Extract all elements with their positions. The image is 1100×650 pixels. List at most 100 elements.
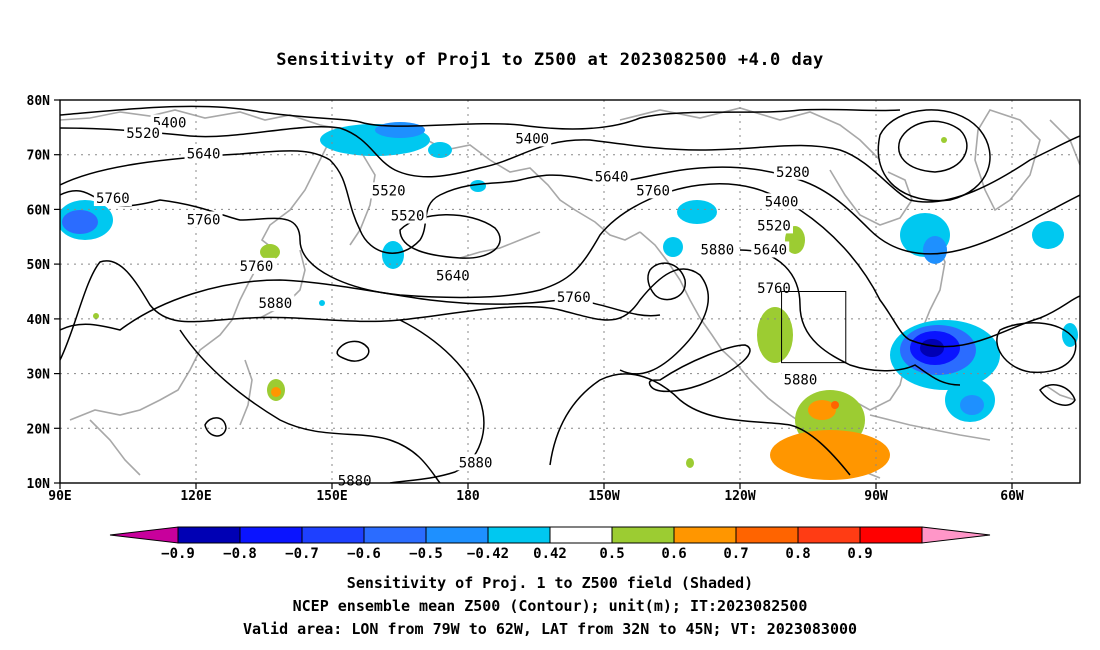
- contour-5880-subtrop: [648, 344, 751, 393]
- colorbar-segment: [549, 526, 613, 544]
- colorbar-segment: [735, 526, 799, 544]
- colorbar-segment: [673, 526, 737, 544]
- contour-label: 5760: [557, 290, 591, 306]
- colorbar-label: 0.7: [723, 546, 748, 562]
- contour-label: 5880: [459, 455, 493, 471]
- contour-5400-west: [60, 105, 901, 130]
- contour-label: 5520: [757, 218, 791, 234]
- colorbar-label: 0.42: [533, 546, 567, 562]
- caption-contour: NCEP ensemble mean Z500 (Contour); unit(…: [292, 597, 808, 615]
- colorbar-label: −0.8: [223, 546, 257, 562]
- coast-africa: [1044, 384, 1076, 401]
- shade-blob-negative: [470, 180, 486, 192]
- shade-blob-positive: [770, 430, 890, 480]
- colorbar-label: 0.5: [599, 546, 624, 562]
- contour-label-bg: [755, 217, 793, 234]
- colorbar-label: 0.8: [785, 546, 810, 562]
- contour-5280-low: [898, 120, 968, 173]
- contour-label-bg: [698, 241, 737, 258]
- lat-label: 60N: [27, 203, 51, 218]
- contour-label-bg: [184, 145, 223, 162]
- shade-blob-negative: [960, 395, 984, 415]
- tick-marks: [54, 99, 1013, 489]
- contour-5520-pac: [399, 214, 501, 259]
- contour-label-bg: [184, 211, 223, 228]
- coast-east-asia: [69, 139, 331, 421]
- contour-5880-w-pac: [179, 329, 441, 483]
- latitude-labels: 80N 70N 60N 50N 40N 30N 20N 10N: [27, 94, 51, 492]
- coast-kamchatka: [349, 149, 376, 246]
- contour-label: 5880: [784, 373, 818, 389]
- contour-label-bg: [335, 472, 374, 489]
- coast-canada-arctic: [619, 107, 881, 161]
- lat-label: 80N: [27, 94, 51, 109]
- contour-5760-alaska: [647, 262, 686, 301]
- contour-label: 5520: [391, 209, 425, 225]
- contour-label: 5400: [765, 194, 799, 210]
- shade-blob-positive: [831, 401, 839, 409]
- contour-label-bg: [773, 163, 812, 180]
- lat-label: 40N: [27, 313, 51, 328]
- contour-5520-west: [60, 126, 1080, 203]
- shade-blob-negative: [677, 200, 717, 224]
- shade-blob-negative: [382, 241, 404, 269]
- colorbar-segment: [363, 526, 427, 544]
- contour-label: 5400: [515, 131, 549, 147]
- coast-indochina: [89, 419, 141, 476]
- coast-alaska: [489, 159, 641, 241]
- contour-label: 5760: [187, 212, 221, 228]
- lat-label: 70N: [27, 149, 51, 164]
- lon-label: 60W: [1000, 489, 1024, 504]
- coast-hudson: [829, 169, 913, 226]
- lon-label: 150E: [316, 489, 347, 504]
- contour-label-bg: [93, 190, 132, 207]
- contour-label-bg: [554, 289, 593, 306]
- contour-label: 5640: [187, 147, 221, 163]
- colorbar-label: −0.42: [467, 546, 509, 562]
- shade-blob-positive: [271, 387, 281, 397]
- colorbar-label: 0.9: [847, 546, 872, 562]
- longitude-labels: 90E 120E 150E 180 150W 120W 90W 60W: [48, 489, 1024, 504]
- contour-label-bg: [456, 454, 495, 471]
- shade-blob-positive: [757, 307, 793, 363]
- map-frame: [59, 99, 1081, 484]
- lat-label: 20N: [27, 422, 51, 437]
- colorbar-segment: [425, 526, 489, 544]
- colorbar-label: −0.6: [347, 546, 381, 562]
- lon-label: 150W: [588, 489, 619, 504]
- colorbar-label: −0.9: [161, 546, 195, 562]
- lon-label: 120E: [180, 489, 211, 504]
- colorbar-segment: [177, 526, 241, 544]
- contour-5760-ne: [60, 182, 1080, 348]
- contour-label: 5760: [757, 281, 791, 297]
- contour-label-bg: [388, 207, 427, 224]
- lat-label: 30N: [27, 368, 51, 383]
- contour-label: 5760: [240, 259, 274, 275]
- colorbar-segment: [797, 526, 861, 544]
- contour-5880-atlantic: [996, 322, 1077, 374]
- contour-label-bg: [634, 182, 673, 199]
- contour-label-bg: [762, 193, 801, 210]
- contour-5880-loop: [336, 340, 370, 362]
- contour-label: 5760: [636, 183, 670, 199]
- valid-area-box: [781, 291, 847, 364]
- colorbar-segment: [859, 526, 923, 544]
- contour-labels: 5400 5520 5640 5760 5760 5520 5520 5400 5640 5760…: [93, 114, 820, 489]
- lon-label: 120W: [724, 489, 755, 504]
- contour-label-bg: [592, 168, 631, 185]
- contour-label: 5880: [700, 242, 734, 258]
- contour-5880-islet: [204, 417, 227, 437]
- shade-blob-positive: [260, 244, 280, 260]
- contour-label: 5520: [126, 126, 160, 142]
- shade-blob-positive: [93, 313, 99, 319]
- shade-blob-negative: [375, 122, 425, 138]
- caption-shaded: Sensitivity of Proj. 1 to Z500 field (Sh…: [346, 574, 754, 592]
- contour-caribbean: [1039, 384, 1076, 406]
- shade-blob-negative: [428, 142, 452, 158]
- lon-label: 90E: [48, 489, 71, 504]
- colorbar-label: −0.5: [409, 546, 443, 562]
- contour-label-bg: [256, 295, 295, 312]
- shade-blob-negative: [62, 210, 98, 234]
- contour-5880-pac-low: [739, 249, 961, 386]
